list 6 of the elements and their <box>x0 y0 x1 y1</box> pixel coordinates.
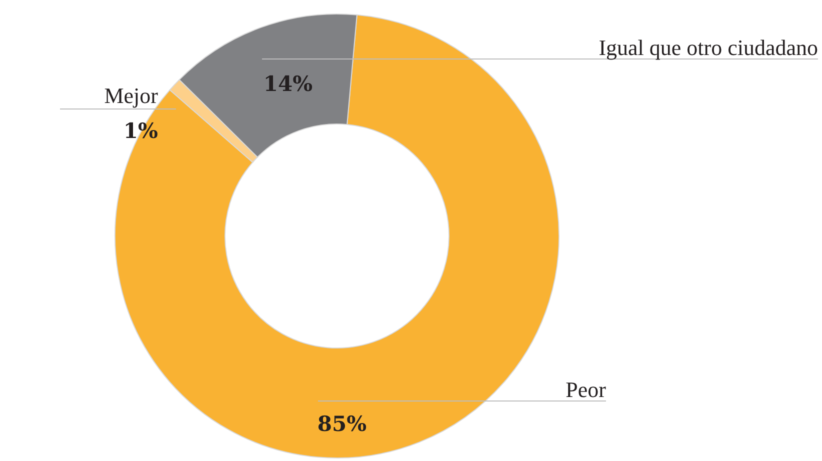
slice-label: Peor <box>566 377 607 402</box>
slice-label: Mejor <box>104 83 159 108</box>
data-label: 14% <box>263 71 313 96</box>
slice-label: Igual que otro ciudadano <box>598 35 818 60</box>
data-label: 85% <box>317 411 367 436</box>
data-label: 1% <box>123 118 158 143</box>
